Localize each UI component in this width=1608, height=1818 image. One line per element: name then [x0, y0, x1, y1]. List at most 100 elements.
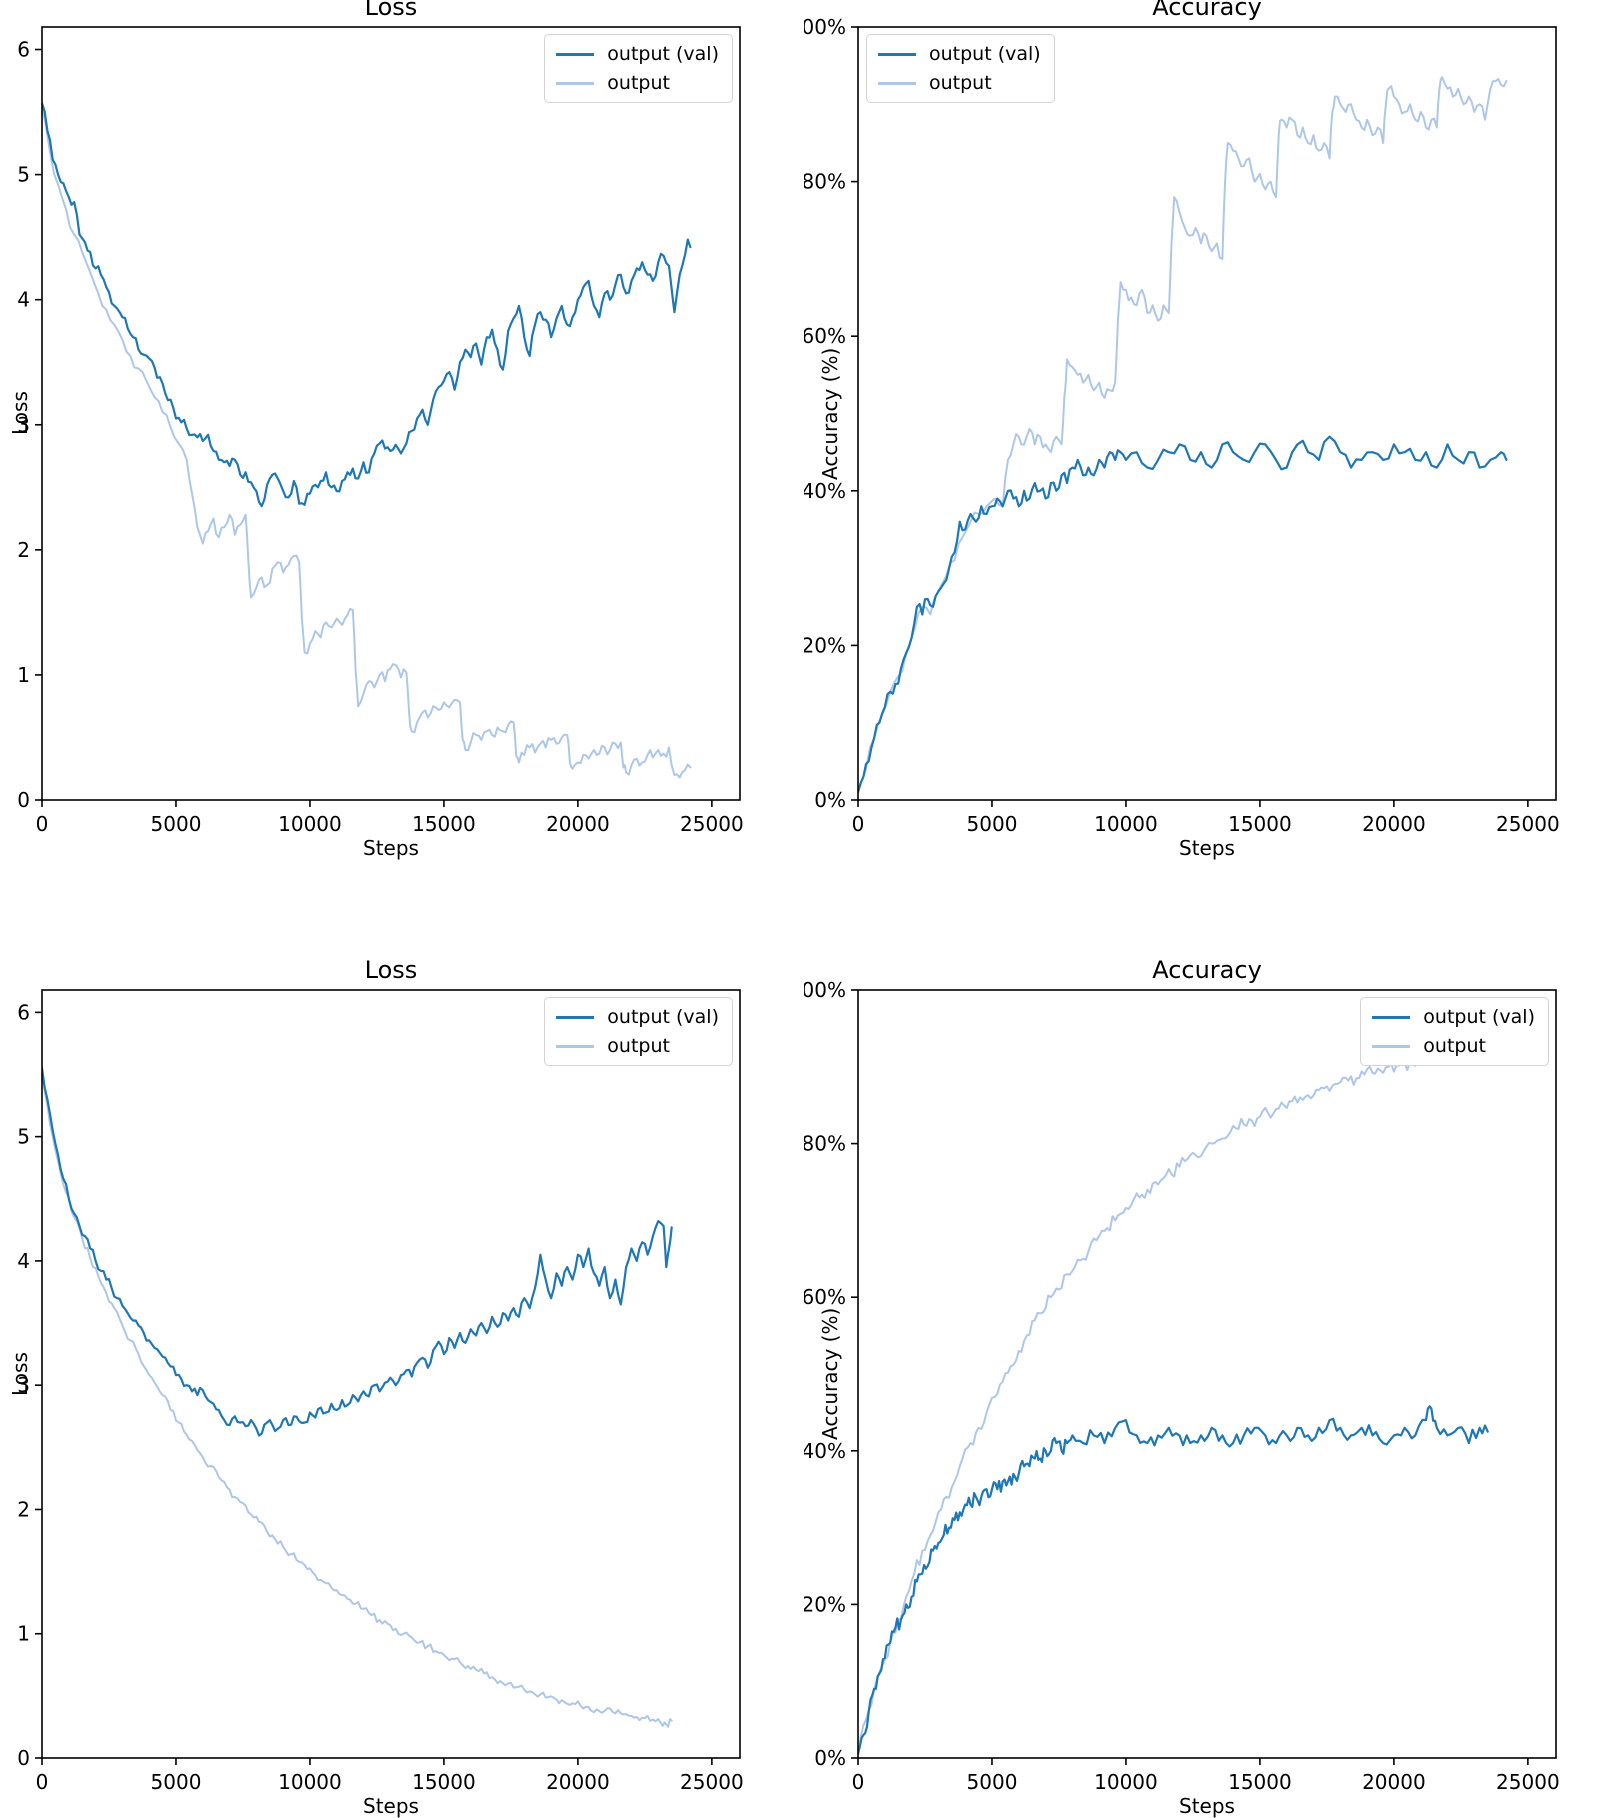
y-tick-label: 100% [804, 15, 846, 39]
y-tick-label: 3 [17, 1373, 30, 1397]
x-tick-label: 15000 [412, 812, 476, 836]
legend-entry: output [556, 72, 719, 94]
legend-line-swatch-val [556, 52, 595, 56]
x-tick-label: 10000 [278, 812, 342, 836]
series-line-output [42, 104, 692, 779]
y-tick-label: 2 [17, 1497, 30, 1521]
plot-title: Accuracy [1152, 956, 1262, 984]
y-axis-label: Loss [8, 391, 32, 436]
legend-entry: output [556, 1035, 719, 1057]
x-axis-label: Steps [1179, 1794, 1235, 1818]
x-tick-label: 5000 [151, 1770, 202, 1794]
plot-title: Loss [364, 956, 418, 984]
legend-label: output (val) [607, 43, 719, 65]
x-tick-label: 0 [852, 812, 865, 836]
plot-accuracy-bottom: 0% 20% 40% 60% 80% 100% 0 5000 10000 15000 20000 25… [804, 909, 1608, 1818]
legend-line-swatch-val [1372, 1015, 1411, 1019]
axes-spines [857, 989, 1557, 1759]
plot-loss-top: 0 1 2 3 4 5 6 0 5000 10000 15000 20000 25000 Loss Lo… [0, 0, 804, 909]
series-line-output-val [42, 102, 692, 508]
plot-canvas: 0% 20% 40% 60% 80% 100% 0 5000 10000 15000 20000 25… [804, 978, 1560, 1794]
y-tick-label: 1 [17, 663, 30, 687]
x-tick-label: 0 [852, 1770, 865, 1794]
legend-line-swatch-val [878, 52, 916, 56]
legend-label: output [1423, 1035, 1486, 1057]
axes-spines [41, 989, 741, 1759]
y-tick-label: 4 [17, 1249, 30, 1273]
y-tick-label: 60% [804, 324, 846, 348]
x-tick-label: 15000 [1228, 1770, 1292, 1794]
series-line-output [42, 1071, 673, 1728]
y-axis-label: Accuracy (%) [818, 347, 842, 480]
x-tick-label: 15000 [412, 1770, 476, 1794]
x-tick-label: 20000 [546, 1770, 610, 1794]
legend-label: output [607, 72, 670, 94]
y-tick-label: 1 [17, 1622, 30, 1646]
y-tick-label: 60% [804, 1285, 846, 1309]
x-tick-label: 25000 [680, 1770, 744, 1794]
legend: output (val) output [544, 34, 733, 103]
y-tick-label: 3 [17, 413, 30, 437]
x-tick-label: 20000 [546, 812, 610, 836]
legend-line-swatch-train [556, 1044, 595, 1048]
y-tick-label: 80% [804, 170, 846, 194]
legend-line-swatch-val [556, 1015, 595, 1019]
x-tick-label: 5000 [967, 812, 1018, 836]
x-tick-label: 10000 [1094, 1770, 1158, 1794]
legend-label: output [929, 72, 992, 94]
y-tick-label: 40% [804, 1439, 846, 1463]
legend-entry: output [878, 72, 1041, 94]
y-tick-label: 0 [17, 1746, 30, 1770]
legend: output (val) output [866, 34, 1055, 103]
legend-label: output (val) [607, 1006, 719, 1028]
x-axis-label: Steps [363, 1794, 419, 1818]
x-tick-label: 25000 [1496, 812, 1560, 836]
legend-line-swatch-train [878, 81, 916, 85]
legend-label: output (val) [929, 43, 1041, 65]
x-tick-label: 10000 [1094, 812, 1158, 836]
x-tick-label: 0 [36, 812, 49, 836]
y-tick-label: 2 [17, 538, 30, 562]
legend-label: output [607, 1035, 670, 1057]
y-tick-label: 100% [804, 978, 846, 1002]
plot-canvas: 0 1 2 3 4 5 6 0 5000 10000 15000 20000 25000 [17, 989, 744, 1794]
y-tick-label: 20% [804, 633, 846, 657]
legend-entry: output (val) [556, 1006, 719, 1028]
y-tick-label: 0% [814, 788, 846, 812]
series-line-output-val [858, 435, 1508, 794]
legend-entry: output [1372, 1035, 1535, 1057]
x-axis-label: Steps [363, 836, 419, 860]
y-axis-label: Accuracy (%) [818, 1307, 842, 1441]
y-tick-label: 6 [17, 38, 30, 62]
y-tick-label: 40% [804, 479, 846, 503]
x-axis-label: Steps [1179, 836, 1235, 860]
y-tick-label: 4 [17, 288, 30, 312]
series-line-output-val [42, 1067, 673, 1437]
legend-entry: output (val) [878, 43, 1041, 65]
y-tick-label: 0 [17, 788, 30, 812]
x-tick-label: 15000 [1228, 812, 1292, 836]
series-line-output [858, 1042, 1489, 1756]
plot-title: Loss [364, 0, 418, 21]
plot-canvas: 0% 20% 40% 60% 80% 100% 0 5000 10000 15000 20000 25… [804, 15, 1560, 836]
x-tick-label: 25000 [1496, 1770, 1560, 1794]
y-tick-label: 6 [17, 1000, 30, 1024]
x-tick-label: 10000 [278, 1770, 342, 1794]
x-tick-label: 5000 [967, 1770, 1018, 1794]
series-line-output [858, 76, 1508, 794]
legend: output (val) output [1360, 997, 1549, 1066]
axes-spines [857, 26, 1557, 801]
y-tick-label: 20% [804, 1592, 846, 1616]
axes-spines [41, 26, 741, 801]
series-line-output-val [858, 1405, 1489, 1756]
y-tick-label: 5 [17, 163, 30, 187]
x-tick-label: 0 [36, 1770, 49, 1794]
y-tick-label: 5 [17, 1125, 30, 1149]
plot-accuracy-top: 0% 20% 40% 60% 80% 100% 0 5000 10000 15000 20000 25… [804, 0, 1608, 909]
x-tick-label: 5000 [151, 812, 202, 836]
plot-canvas: 0 1 2 3 4 5 6 0 5000 10000 15000 20000 25000 [17, 26, 744, 836]
x-tick-label: 20000 [1362, 1770, 1426, 1794]
legend-line-swatch-train [556, 81, 595, 85]
plot-loss-bottom: 0 1 2 3 4 5 6 0 5000 10000 15000 20000 25000 Loss Lo… [0, 909, 804, 1818]
legend-label: output (val) [1423, 1006, 1535, 1028]
